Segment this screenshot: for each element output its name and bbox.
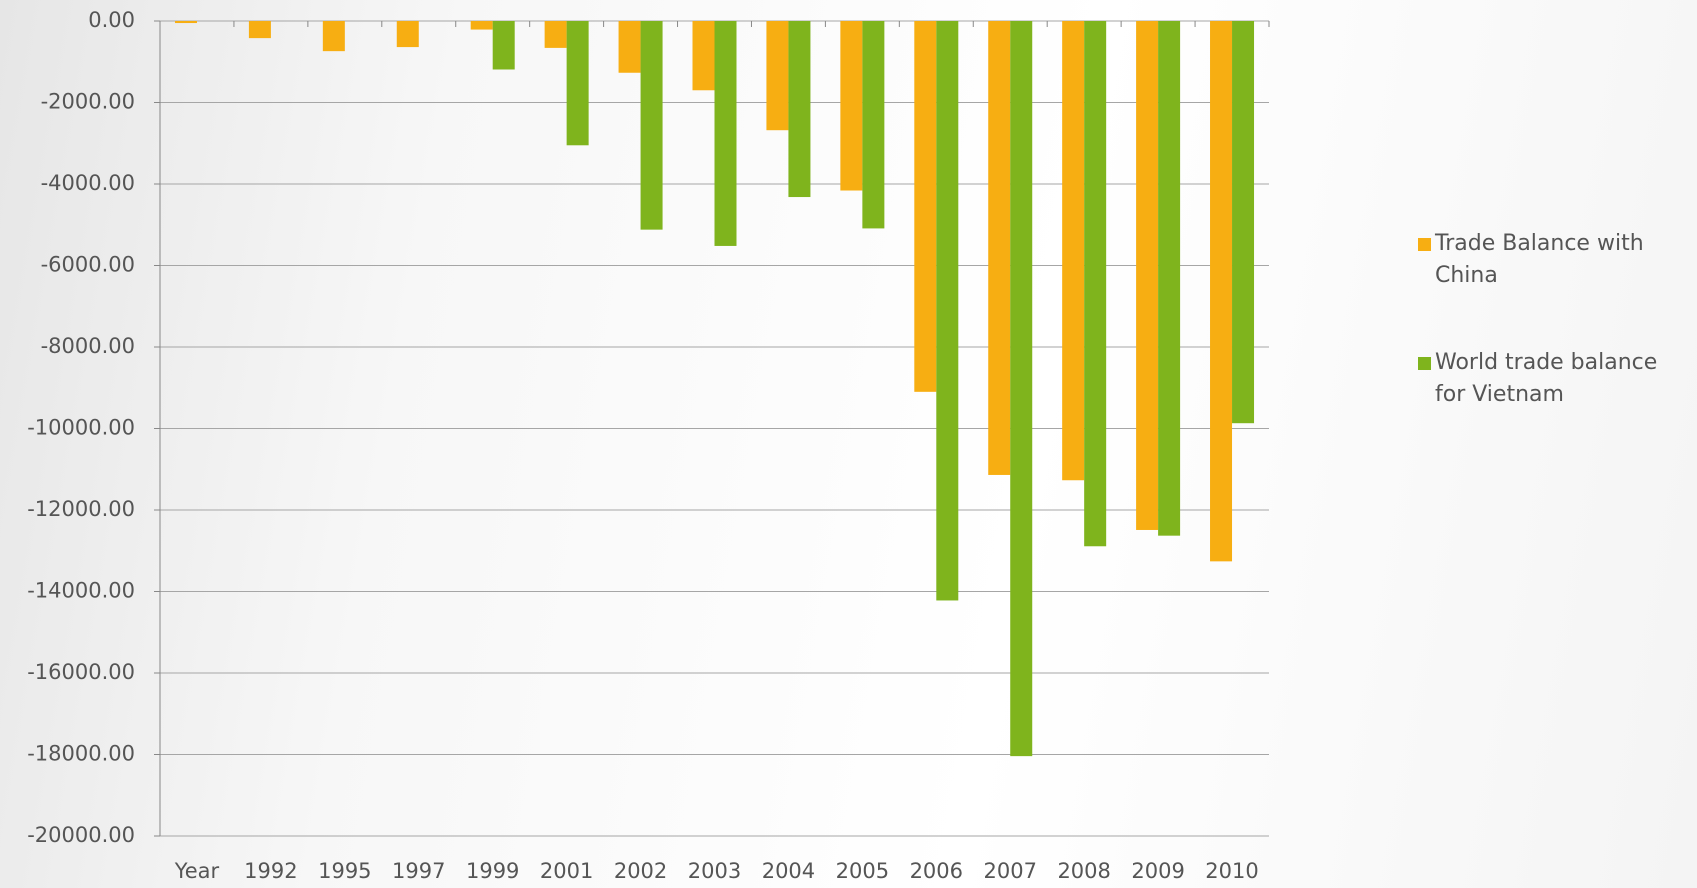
x-tick-label: 2004 — [762, 859, 815, 883]
bar — [1232, 21, 1255, 424]
y-tick-label: -18000.00 — [27, 742, 135, 766]
y-tick-label: -12000.00 — [27, 497, 135, 521]
bar — [936, 21, 959, 601]
legend-item: World trade balance for Vietnam — [1418, 347, 1688, 411]
bar — [1084, 21, 1107, 547]
bar — [1210, 21, 1233, 562]
y-tick-label: -8000.00 — [41, 334, 135, 358]
y-tick-label: -4000.00 — [41, 171, 135, 195]
x-tick-label: 1992 — [244, 859, 297, 883]
bar — [840, 21, 863, 191]
bar — [492, 21, 515, 70]
bar — [766, 21, 789, 131]
bar — [322, 21, 345, 52]
bar — [248, 21, 271, 39]
bar — [174, 21, 197, 24]
bar — [640, 21, 663, 230]
bar — [618, 21, 641, 73]
bar — [1136, 21, 1159, 530]
bar — [1010, 21, 1033, 757]
bar — [396, 21, 419, 48]
y-tick-label: -20000.00 — [27, 823, 135, 847]
y-tick-label: -10000.00 — [27, 416, 135, 440]
bar — [862, 21, 885, 229]
x-tick-label: 2002 — [614, 859, 667, 883]
bar — [1062, 21, 1085, 481]
y-tick-label: -2000.00 — [41, 90, 135, 114]
y-tick-label: -16000.00 — [27, 660, 135, 684]
legend: Trade Balance with China World trade bala… — [1418, 228, 1688, 466]
x-tick-label: 1999 — [466, 859, 519, 883]
y-tick-label: 0.00 — [88, 8, 135, 32]
legend-label: Trade Balance with China — [1435, 231, 1644, 288]
bar — [988, 21, 1011, 475]
bar — [714, 21, 737, 246]
legend-swatch — [1418, 357, 1431, 370]
y-tick-label: -6000.00 — [41, 253, 135, 277]
legend-swatch — [1418, 238, 1431, 251]
bar — [544, 21, 567, 48]
bar — [692, 21, 715, 91]
bar — [470, 21, 493, 30]
x-tick-label: 2005 — [836, 859, 889, 883]
x-tick-label: 2001 — [540, 859, 593, 883]
bar — [566, 21, 589, 146]
bar — [788, 21, 811, 198]
bar — [914, 21, 937, 392]
y-tick-label: -14000.00 — [27, 579, 135, 603]
x-tick-label: 2008 — [1057, 859, 1110, 883]
x-tick-label: 2007 — [984, 859, 1037, 883]
x-tick-label: 2009 — [1131, 859, 1184, 883]
x-tick-label: 2006 — [910, 859, 963, 883]
x-tick-label: 2010 — [1205, 859, 1258, 883]
x-tick-label: 1995 — [318, 859, 371, 883]
x-tick-label: 1997 — [392, 859, 445, 883]
x-tick-label: Year — [174, 859, 220, 883]
bar — [1158, 21, 1181, 536]
legend-label: World trade balance for Vietnam — [1435, 350, 1658, 407]
x-tick-label: 2003 — [688, 859, 741, 883]
legend-item: Trade Balance with China — [1418, 228, 1688, 292]
